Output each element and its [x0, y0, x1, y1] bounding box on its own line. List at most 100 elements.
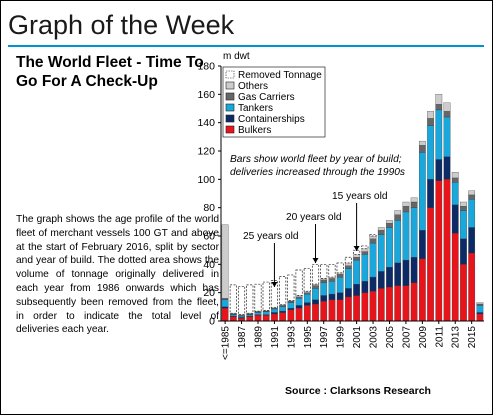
- bar-bulkers-1999: [336, 299, 344, 322]
- bar-tankers-2015: [468, 199, 476, 228]
- x-tick-label-2013: 2013: [451, 326, 462, 349]
- legend-box: [222, 66, 326, 138]
- legend-label-removed-tonnage: Removed Tonnage: [238, 70, 322, 81]
- bar-containerships-1996: [312, 299, 319, 305]
- bar-bulkers-1989: [254, 315, 262, 322]
- bar-removed-tonnage-1996: [311, 263, 320, 285]
- legend-label-containerships: Containerships: [238, 114, 305, 125]
- bar-others-2013: [451, 172, 459, 179]
- bar-containerships-2000: [345, 288, 352, 298]
- bar-tankers-1996: [312, 288, 319, 300]
- bar-bulkers-1998: [328, 299, 336, 322]
- bar-tankers-2005: [386, 227, 393, 268]
- y-tick-label-80: 80: [203, 202, 215, 214]
- bar-removed-tonnage-1988: [246, 284, 254, 314]
- bar-removed-tonnage-1986: [229, 284, 237, 314]
- bar-containerships-2010: [427, 179, 434, 208]
- bar-others-2012: [443, 102, 451, 112]
- bar-removed-tonnage-1990: [262, 281, 270, 311]
- y-tick-label-100: 100: [197, 174, 215, 186]
- bar-gas-carriers-2011: [435, 104, 443, 111]
- bar-tankers-1993: [287, 302, 295, 309]
- bar-others-2002: [361, 248, 369, 252]
- bar-others-2010: [427, 111, 434, 119]
- bar-gas-carriers-2000: [345, 265, 352, 269]
- annotation-15-years-old: 15 years old: [332, 191, 388, 202]
- bar-bulkers-1986: [229, 316, 237, 322]
- legend-swatch-bulkers: [225, 125, 235, 134]
- bar-bulkers-2012: [443, 179, 451, 322]
- bar-bulkers-2005: [386, 286, 393, 322]
- bar-containerships-2008: [410, 257, 418, 283]
- x-tick-label-2009: 2009: [418, 326, 429, 349]
- bar-tankers-2014: [460, 210, 467, 239]
- bar-bulkers-2000: [345, 296, 352, 322]
- description-text: The graph shows the age profile of the w…: [16, 214, 219, 336]
- bar-bulkers-2001: [353, 295, 360, 322]
- x-tick-label-1991: 1991: [270, 326, 281, 349]
- x-tick-label-1987: 1987: [237, 326, 248, 349]
- bar-others-2003: [369, 235, 377, 239]
- bar-bulkers-2002: [361, 292, 369, 322]
- bar-gas-carriers-2013: [451, 177, 459, 183]
- bar-gas-carriers-1997: [320, 279, 328, 283]
- bar-bulkers-1988: [246, 316, 254, 322]
- bar-containerships-2003: [369, 276, 377, 292]
- bar-bulkers-1985: [221, 308, 229, 322]
- bar-others-2016: [476, 302, 484, 305]
- bar-containerships-2002: [361, 281, 369, 293]
- bar-tankers-1998: [328, 281, 336, 295]
- bar-others-2007: [402, 201, 410, 207]
- legend-label-gas-carriers: Gas Carriers: [238, 92, 295, 103]
- annotation-arrow-head-20-years-old: [312, 258, 319, 263]
- y-tick-label-180: 180: [197, 61, 215, 73]
- bar-removed-tonnage-1998: [328, 263, 336, 278]
- bar-containerships-1997: [320, 295, 328, 302]
- bar-containerships-1992: [279, 310, 287, 313]
- bar-bulkers-1990: [262, 315, 270, 322]
- y-tick-label-0: 0: [209, 316, 215, 328]
- y-axis-label: m dwt: [223, 51, 250, 62]
- bar-tankers-1986: [229, 314, 237, 317]
- bar-others-1987: [238, 314, 245, 316]
- legend-label-tankers: Tankers: [238, 103, 273, 114]
- bar-tankers-1985: [221, 299, 229, 307]
- bar-others-2006: [394, 210, 402, 215]
- x-tick-label-2003: 2003: [369, 326, 380, 349]
- bar-containerships-2016: [476, 312, 484, 315]
- bar-gas-carriers-2009: [418, 145, 426, 153]
- x-tick-label-2011: 2011: [434, 326, 445, 348]
- bar-others-2009: [418, 140, 426, 146]
- legend-swatch-others: [225, 81, 235, 90]
- y-tick-label-20: 20: [203, 287, 215, 299]
- axes-layer: 0 20 40 60 80 100 120 140 160 180 m dwt <=1985 1987 1…: [197, 51, 484, 360]
- legend-label-others: Others: [238, 81, 268, 92]
- bar-tankers-1995: [303, 293, 311, 303]
- annotation-20-years-old: 20 years old: [286, 212, 342, 223]
- bar-containerships-2004: [377, 271, 385, 289]
- annotation-arrow-head-15-years-old: [353, 246, 360, 251]
- bar-gas-carriers-1993: [287, 301, 295, 303]
- bar-tankers-2010: [427, 125, 434, 180]
- bar-others-1985: [221, 224, 229, 299]
- bar-bulkers-1993: [287, 309, 295, 322]
- legend-swatch-gas-carriers: [225, 92, 235, 101]
- annotations-layer: Bars show world fleet by year of build; d…: [230, 154, 405, 287]
- y-tick-label-140: 140: [197, 117, 215, 129]
- bar-gas-carriers-1995: [303, 292, 311, 295]
- bar-gas-carriers-2014: [460, 206, 467, 211]
- bar-containerships-2011: [435, 159, 443, 181]
- bar-gas-carriers-1994: [295, 296, 303, 299]
- bar-containerships-1985: [221, 306, 229, 309]
- bar-tankers-2012: [443, 116, 451, 157]
- bar-containerships-2005: [386, 267, 393, 288]
- bar-containerships-2012: [443, 156, 451, 180]
- bar-bulkers-2004: [377, 288, 385, 322]
- bar-removed-tonnage-1991: [270, 280, 278, 308]
- legend-swatch-removed-tonnage: [225, 70, 235, 79]
- bar-bulkers-2008: [410, 282, 418, 322]
- bar-containerships-1993: [287, 308, 295, 310]
- bar-bulkers-1995: [303, 305, 311, 322]
